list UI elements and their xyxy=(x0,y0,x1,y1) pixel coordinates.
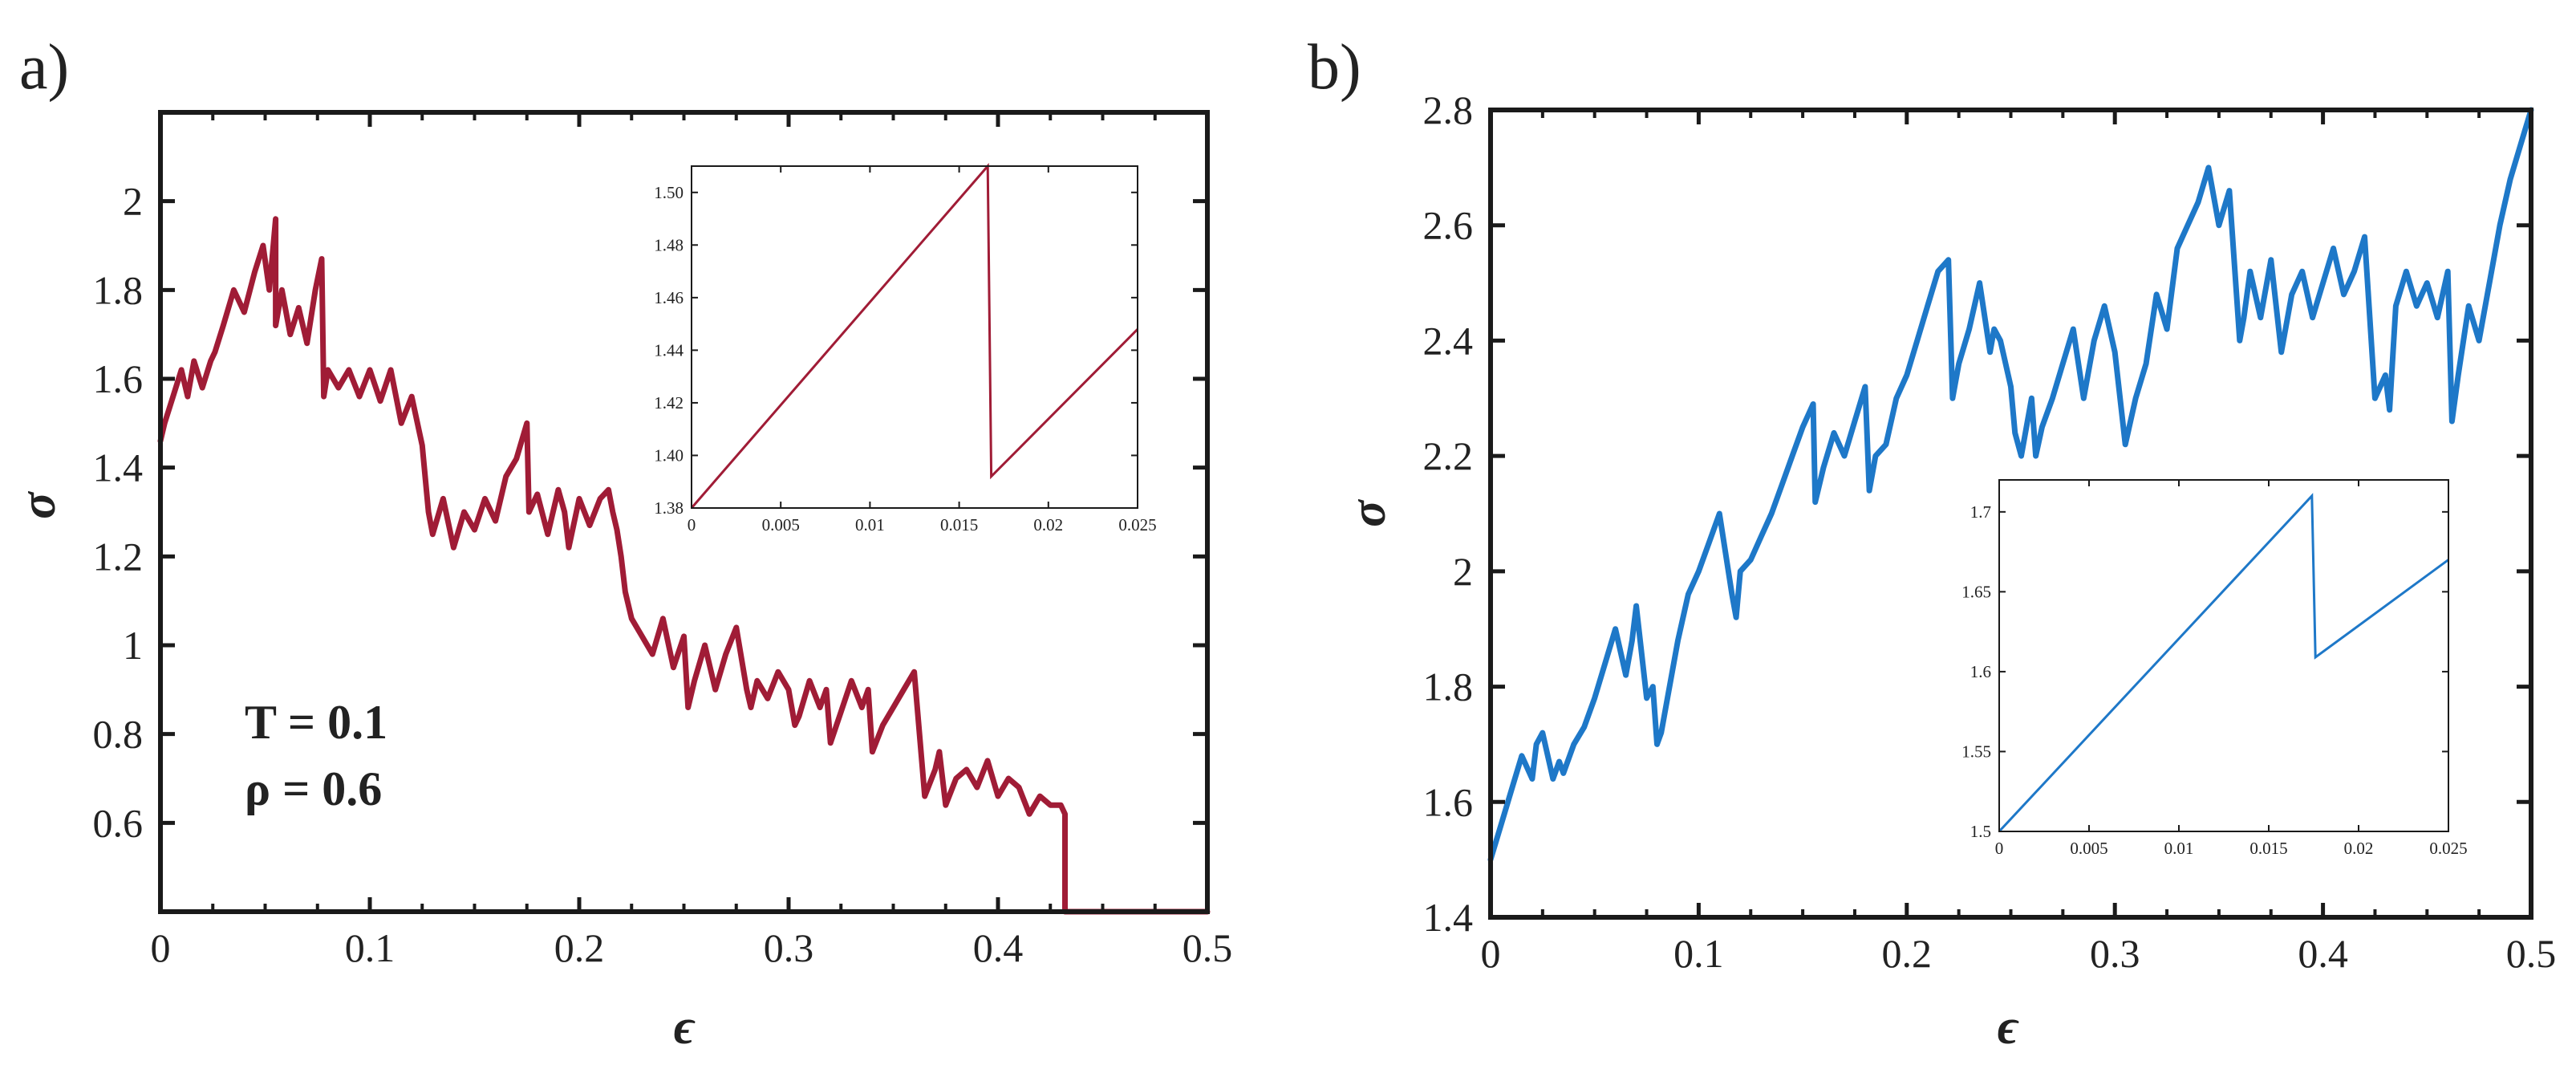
y-tick-label: 2 xyxy=(1453,549,1473,594)
y-tick-label: 0.6 xyxy=(93,800,144,845)
x-tick-label: 0 xyxy=(1481,931,1501,976)
inset-x-tick-label: 0 xyxy=(1995,839,2004,858)
x-tick-label: 0.2 xyxy=(1882,931,1933,976)
inset-x-tick-label: 0.015 xyxy=(940,515,978,534)
y-axis-title: σ xyxy=(11,491,66,519)
x-axis-title: ϵ xyxy=(674,1000,696,1055)
panel-a-label: a) xyxy=(19,32,69,103)
inset-x-tick-label: 0 xyxy=(688,515,696,534)
y-axis-title: σ xyxy=(1341,499,1396,527)
x-tick-label: 0.3 xyxy=(764,925,814,970)
y-tick-label: 2.8 xyxy=(1423,87,1474,132)
y-tick-label: 1 xyxy=(123,623,143,668)
x-tick-label: 0.5 xyxy=(1183,925,1233,970)
x-tick-label: 0.3 xyxy=(2090,931,2140,976)
inset-series-line xyxy=(1998,493,2449,833)
inset-y-tick-label: 1.42 xyxy=(654,393,684,413)
inset-frame xyxy=(1998,479,2449,832)
y-tick-label: 1.6 xyxy=(1423,779,1474,824)
inset-y-tick-label: 1.48 xyxy=(654,235,684,254)
inset-x-tick-label: 0.02 xyxy=(2344,839,2374,858)
y-tick-label: 1.6 xyxy=(93,356,144,401)
x-axis-title: ϵ xyxy=(1998,1000,2019,1055)
inset-y-tick-label: 1.65 xyxy=(1961,582,1991,601)
inset-x-tick-label: 0.01 xyxy=(2164,839,2194,858)
inset-x-tick-label: 0.005 xyxy=(762,515,800,534)
inset-background xyxy=(1999,480,2448,831)
inset-x-tick-label: 0.02 xyxy=(1033,515,1063,534)
y-tick-label: 2.6 xyxy=(1423,203,1474,248)
inset-y-tick-label: 1.55 xyxy=(1961,742,1991,761)
inset-chart: 0 0.005 0.01 0.015 0.02 0.025 1.38 1.40 1.42 1.44… xyxy=(654,163,1157,534)
y-tick-label: 1.8 xyxy=(93,267,144,312)
x-tick-label: 0 xyxy=(151,925,171,970)
x-tick-label: 0.2 xyxy=(554,925,605,970)
inset-y-tick-label: 1.6 xyxy=(1970,662,1991,681)
series-line xyxy=(157,216,1211,915)
inset-background xyxy=(692,166,1138,508)
panel-b: b) 0 0.1 0.2 0.3 0.4 0.5 1.4 1.6 1.8 2 2.2 2.4 2.6 2.… xyxy=(1308,32,2556,1055)
x-tick-label: 0.5 xyxy=(2506,931,2557,976)
inset-y-tick-label: 1.38 xyxy=(654,498,684,518)
x-tick-label: 0.1 xyxy=(1673,931,1724,976)
inset-chart: 0 0.005 0.01 0.015 0.02 0.025 1.5 1.55 1.6 1.65 1.… xyxy=(1961,479,2468,858)
inset-y-tick-label: 1.5 xyxy=(1970,822,1991,841)
y-tick-label: 1.4 xyxy=(1423,895,1474,940)
annotation-1: T = 0.1 xyxy=(245,696,387,749)
x-tick-label: 0.4 xyxy=(2298,931,2348,976)
inset-y-tick-label: 1.46 xyxy=(654,288,684,307)
x-tick-label: 0.4 xyxy=(973,925,1024,970)
inset-x-tick-label: 0.01 xyxy=(855,515,885,534)
inset-x-tick-label: 0.025 xyxy=(2429,839,2467,858)
inset-y-tick-label: 1.50 xyxy=(654,183,684,202)
inset-y-tick-label: 1.44 xyxy=(654,340,684,360)
panel-a: a) 0 0.1 0.2 0.3 0.4 0.5 0.6 0.8 1 1.2 1.4 1.6 1.8 2 ϵ… xyxy=(11,32,1232,1055)
panel-b-label: b) xyxy=(1308,32,1361,103)
annotation-2: ρ = 0.6 xyxy=(245,762,382,815)
y-tick-label: 2 xyxy=(123,179,143,224)
inset-x-tick-label: 0.015 xyxy=(2249,839,2287,858)
inset-y-tick-label: 1.7 xyxy=(1970,502,1991,522)
inset-x-tick-label: 0.005 xyxy=(2070,839,2107,858)
inset-y-tick-label: 1.40 xyxy=(654,445,684,465)
y-tick-label: 1.4 xyxy=(93,445,144,490)
series-line xyxy=(1487,107,2534,863)
y-tick-label: 1.8 xyxy=(1423,664,1474,709)
inset-series-line xyxy=(690,163,1139,509)
y-tick-label: 1.2 xyxy=(93,534,144,579)
x-tick-label: 0.1 xyxy=(345,925,396,970)
y-tick-label: 0.8 xyxy=(93,712,144,757)
inset-x-tick-label: 0.025 xyxy=(1118,515,1156,534)
y-tick-label: 2.2 xyxy=(1423,433,1474,478)
inset-frame xyxy=(691,165,1138,509)
y-tick-label: 2.4 xyxy=(1423,318,1474,363)
